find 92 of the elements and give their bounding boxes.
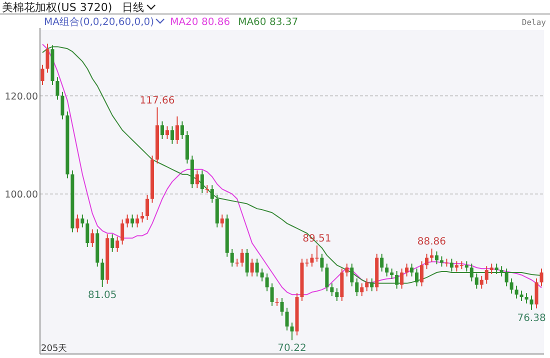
text: MA20 80.86: [170, 17, 230, 28]
candlestick: [400, 268, 404, 290]
candlestick: [480, 275, 484, 290]
candlestick: [210, 184, 214, 204]
chart-title: 美棉花加权(US 3720): [2, 1, 112, 14]
candlestick: [420, 260, 424, 287]
candlestick: [320, 253, 324, 272]
candlestick: [430, 248, 434, 262]
chart-subtitle: 日线: [122, 1, 144, 14]
candlestick: [365, 278, 369, 292]
candlestick: [325, 263, 329, 292]
y-tick-label: 120.00: [4, 91, 38, 102]
candlestick: [230, 248, 234, 268]
annotation: 88.86: [417, 236, 446, 248]
text: MA60 83.37: [238, 17, 298, 28]
candlestick: [160, 120, 164, 140]
candlestick: [534, 278, 538, 309]
candlestick: [200, 170, 204, 194]
candlestick: [116, 236, 120, 252]
candlestick: [80, 214, 84, 228]
candlestick: [484, 266, 488, 284]
candlestick: [136, 214, 140, 228]
candlestick: [270, 282, 274, 306]
candlestick: [260, 268, 264, 282]
candlestick: [390, 268, 394, 280]
candlestick: [450, 258, 454, 272]
candlestick: [86, 218, 90, 248]
candlestick: [474, 272, 478, 290]
candlestick: [520, 290, 524, 302]
candlestick: [130, 214, 134, 228]
candlestick: [524, 292, 528, 304]
candlestick: [180, 120, 184, 140]
candlestick: [500, 266, 504, 277]
candlestick: [385, 263, 389, 277]
candlestick: [360, 282, 364, 297]
candlestick: [60, 91, 64, 120]
candlestick: [514, 285, 518, 300]
candlestick: [350, 263, 354, 287]
candlestick: [490, 263, 494, 274]
candlestick: [510, 278, 514, 294]
candlestick: [175, 116, 179, 144]
candlestick: [40, 64, 44, 86]
annotation: 76.38: [517, 312, 546, 324]
candlestick: [464, 260, 468, 272]
candlestick: [540, 268, 544, 287]
candlestick: [205, 184, 209, 194]
candlestick: [56, 76, 60, 100]
text: MA组合(0,0,20,60,0,0): [44, 16, 154, 28]
candlestick: [410, 263, 414, 277]
annotation: 70.22: [278, 343, 306, 354]
candlestick: [470, 263, 474, 282]
candlestick: [90, 228, 94, 248]
candlestick: [220, 214, 224, 228]
candlestick: [504, 268, 508, 287]
candlestick: [126, 214, 130, 228]
candlestick: [345, 263, 349, 277]
candlestick: [415, 268, 418, 287]
annotation: 117.66: [140, 95, 175, 106]
annotation: 81.05: [88, 290, 117, 301]
candlestick: [170, 126, 174, 144]
candlestick: [76, 214, 80, 233]
candlestick: [275, 298, 279, 306]
candlestick: [110, 234, 114, 252]
candlestick: [424, 253, 428, 270]
candlestick: [100, 258, 104, 288]
candlestick: [46, 43, 50, 74]
candlestick: [405, 263, 409, 277]
y-tick-label: 100.00: [4, 189, 38, 200]
text: Delay: [522, 18, 546, 27]
candlestick: [245, 248, 249, 277]
candlestick: [434, 250, 438, 265]
candlestick: [250, 258, 254, 277]
candlestick: [440, 256, 444, 268]
candlestick: [120, 218, 124, 246]
candlestick: [380, 253, 384, 272]
candlestick: [530, 295, 534, 310]
candlestick: [494, 263, 498, 274]
candlestick: [335, 288, 339, 302]
candlestick: [370, 278, 374, 292]
candlestick: [255, 258, 259, 277]
candlestick: [280, 298, 284, 316]
candlestick: [330, 282, 334, 297]
candlestick: [146, 194, 150, 220]
candlestick: [166, 126, 169, 140]
candlestick: [195, 170, 199, 189]
candlestick: [240, 248, 244, 268]
annotation: 205天: [41, 343, 68, 354]
candlestick: [285, 307, 289, 331]
candlestick: [355, 278, 359, 297]
candlestick: [265, 272, 269, 292]
candlestick: [395, 270, 399, 290]
candlestick: [140, 212, 144, 223]
